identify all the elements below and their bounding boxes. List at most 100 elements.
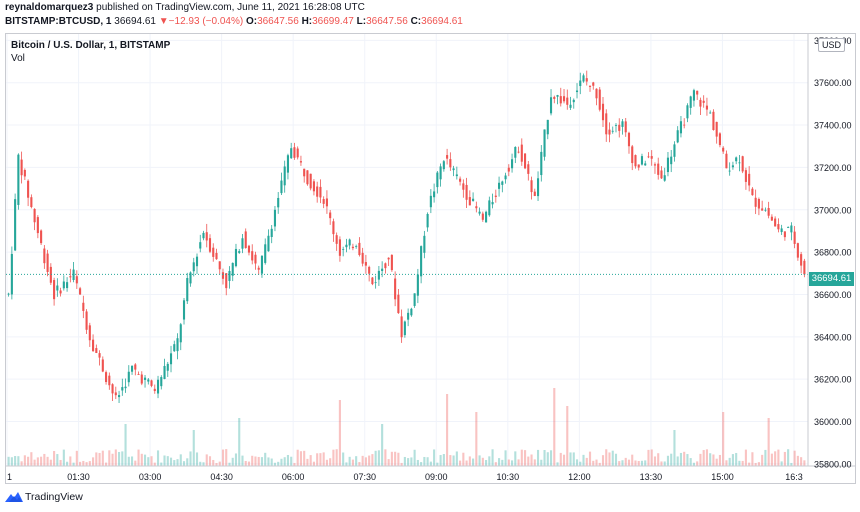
candle-body xyxy=(790,225,793,233)
candle-body xyxy=(95,348,98,353)
volume-bar xyxy=(722,412,725,466)
candle-body xyxy=(442,161,445,170)
volume-bar xyxy=(85,462,88,466)
candle-body xyxy=(130,365,134,372)
volume-bar xyxy=(689,458,692,466)
volume-bar xyxy=(238,418,241,466)
volume-bar xyxy=(653,456,657,466)
candle-body xyxy=(696,90,699,95)
candle-body xyxy=(575,90,579,93)
candle-body xyxy=(358,242,361,256)
candle-body xyxy=(689,96,692,108)
volume-bar xyxy=(692,462,696,466)
volume-bar xyxy=(345,462,348,466)
candle-body xyxy=(514,147,517,158)
candle-body xyxy=(215,252,218,260)
candle-body xyxy=(53,280,56,300)
volume-bar xyxy=(459,460,462,466)
volume-bar xyxy=(7,456,10,466)
tradingview-logo[interactable]: TradingView xyxy=(5,491,83,503)
volume-bar xyxy=(621,460,624,466)
volume-bar xyxy=(283,457,286,466)
candle-body xyxy=(306,170,309,185)
candle-body xyxy=(751,188,754,196)
candle-body xyxy=(234,248,238,267)
candle-body xyxy=(247,245,251,253)
author-name[interactable]: reynaldomarquez3 xyxy=(5,2,94,13)
candle-body xyxy=(264,244,267,263)
volume-bar xyxy=(485,460,488,466)
candle-body xyxy=(679,121,683,134)
volume-bar xyxy=(108,450,111,466)
candle-body xyxy=(566,97,569,105)
volume-bar xyxy=(394,451,397,466)
volume-bar xyxy=(670,453,673,466)
candle-body xyxy=(345,244,348,248)
candle-body xyxy=(800,254,803,266)
volume-bar xyxy=(296,449,299,466)
volume-bar xyxy=(751,452,754,466)
candle-body xyxy=(150,380,153,386)
candle-body xyxy=(101,359,104,372)
time-tick-label: 13:30 xyxy=(640,472,663,482)
volume-bar xyxy=(218,461,221,466)
price-tick-label: 36000.00 xyxy=(814,417,852,427)
candle-body xyxy=(572,99,575,103)
volume-bar xyxy=(647,449,650,466)
candle-body xyxy=(17,154,20,205)
candle-body xyxy=(436,172,439,188)
publish-info: reynaldomarquez3 published on TradingVie… xyxy=(5,2,365,13)
volume-bar xyxy=(741,460,744,466)
volume-bar xyxy=(143,454,147,466)
volume-bar xyxy=(160,462,163,466)
candle-body xyxy=(254,254,257,264)
candle-body xyxy=(410,308,413,316)
candle-body xyxy=(543,129,546,157)
candle-body xyxy=(296,148,299,158)
candle-body xyxy=(371,277,374,285)
candle-body xyxy=(338,239,341,256)
change-down-arrow-icon: ▼ xyxy=(158,16,169,27)
volume-bar xyxy=(69,456,72,466)
close-value: 36694.61 xyxy=(421,16,463,27)
candle-body xyxy=(7,293,10,295)
volume-bar xyxy=(156,450,160,466)
candle-body xyxy=(770,216,773,221)
candle-body xyxy=(221,272,225,279)
price-tick-label: 37200.00 xyxy=(814,163,852,173)
candle-body xyxy=(793,231,796,244)
candle-body xyxy=(452,168,455,171)
volume-bar xyxy=(611,450,614,466)
volume-bar xyxy=(46,456,49,466)
volume-bar xyxy=(640,460,644,466)
candle-body xyxy=(98,353,101,358)
time-tick-label: 09:00 xyxy=(425,472,448,482)
volume-bar xyxy=(511,460,514,466)
volume-bar xyxy=(384,449,387,466)
volume-bar xyxy=(429,461,432,466)
candle-body xyxy=(608,129,611,135)
price-tick-label: 36400.00 xyxy=(814,332,852,342)
candle-body xyxy=(462,183,465,190)
candle-body xyxy=(377,270,380,280)
volume-bar xyxy=(800,457,803,466)
candle-body xyxy=(374,282,377,284)
candle-body xyxy=(88,325,91,341)
volume-bar xyxy=(140,453,143,466)
volume-bar xyxy=(728,457,731,466)
volume-bar xyxy=(494,462,497,466)
candle-body xyxy=(394,278,397,300)
candle-body xyxy=(163,365,166,380)
volume-bar xyxy=(452,455,455,466)
volume-bar xyxy=(30,452,33,466)
candle-body xyxy=(634,155,637,167)
volume-bar xyxy=(699,453,702,466)
candle-body xyxy=(62,281,65,289)
candle-body xyxy=(225,273,228,289)
volume-bar xyxy=(75,450,78,466)
currency-button[interactable]: USD xyxy=(818,38,846,52)
chart-legend-title: Bitcoin / U.S. Dollar, 1, BITSTAMP xyxy=(11,40,171,51)
volume-bar xyxy=(49,459,52,466)
volume-bar xyxy=(179,454,182,466)
